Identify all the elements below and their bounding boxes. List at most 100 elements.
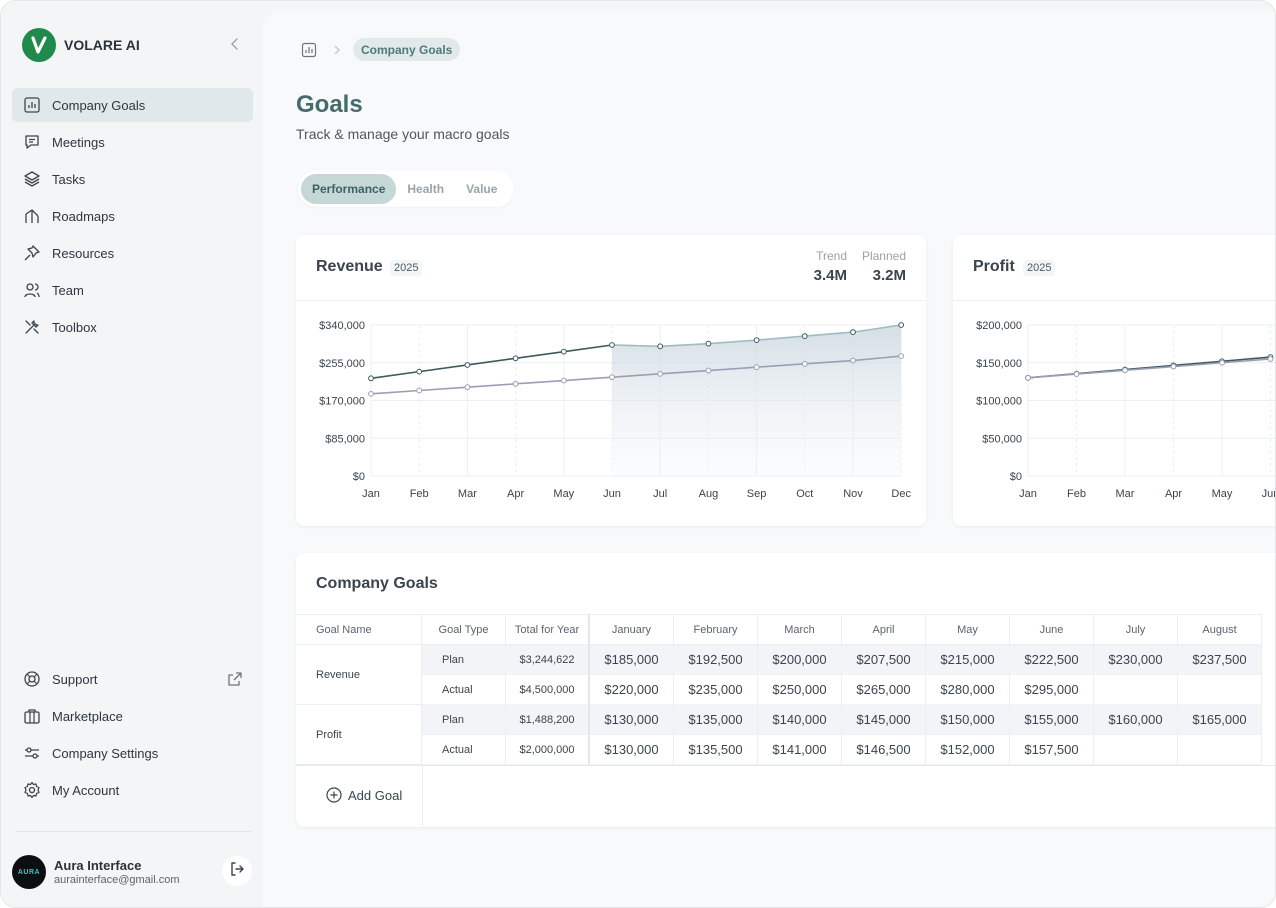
collapse-sidebar-icon[interactable] bbox=[227, 36, 243, 52]
data-point[interactable] bbox=[464, 362, 471, 368]
data-point[interactable] bbox=[898, 322, 905, 328]
month-value-cell: $135,000 bbox=[674, 705, 758, 735]
company-goals-table: Company Goals Goal Name Goal Type Total fo… bbox=[296, 553, 1275, 827]
x-tick-label: Jan bbox=[1019, 488, 1037, 500]
month-value-cell: $185,000 bbox=[590, 645, 674, 675]
data-point[interactable] bbox=[1025, 374, 1031, 381]
data-point[interactable] bbox=[657, 343, 664, 350]
profit-card: Profit 2025 $0 $50,000 $100,000 $150,000 $20… bbox=[953, 235, 1275, 526]
y-tick-label: $85,000 bbox=[325, 433, 365, 445]
brand-name: VOLARE AI bbox=[64, 37, 140, 53]
sidebar-item-label: Resources bbox=[52, 245, 115, 261]
external-link-icon[interactable] bbox=[227, 671, 243, 690]
breadcrumb-current[interactable]: Company Goals bbox=[353, 38, 461, 61]
tab-performance[interactable]: Performance bbox=[301, 174, 397, 204]
sidebar-item-resources[interactable]: Resources bbox=[12, 236, 253, 270]
sidebar-item-company-settings[interactable]: Company Settings bbox=[12, 736, 253, 770]
data-point[interactable] bbox=[1073, 371, 1080, 377]
y-tick-label: $0 bbox=[353, 471, 365, 483]
data-point[interactable] bbox=[1267, 356, 1274, 362]
column-header: March bbox=[758, 614, 842, 645]
sidebar-item-roadmaps[interactable]: Roadmaps bbox=[12, 199, 253, 233]
roadmap-icon bbox=[22, 206, 42, 226]
trend-value: 3.4M bbox=[813, 267, 847, 284]
data-point[interactable] bbox=[368, 390, 374, 397]
user-profile[interactable]: AURA Aura Interface aurainterface@gmail.… bbox=[12, 855, 180, 889]
main-content: Company Goals Goals Track & manage your … bbox=[263, 11, 1275, 907]
month-value-cell: $237,500 bbox=[1178, 645, 1262, 675]
y-tick-label: $200,000 bbox=[976, 320, 1022, 332]
month-value-cell bbox=[1178, 735, 1262, 765]
goal-type-cell: Plan bbox=[422, 645, 506, 675]
data-point[interactable] bbox=[560, 377, 567, 384]
page-title: Goals bbox=[296, 91, 363, 118]
x-tick-label: Aug bbox=[699, 488, 719, 500]
data-point[interactable] bbox=[416, 368, 423, 375]
profit-title: Profit bbox=[973, 258, 1015, 275]
breadcrumb-home-icon[interactable] bbox=[301, 42, 317, 58]
support-icon bbox=[22, 669, 42, 689]
sidebar-item-company-goals[interactable]: Company Goals bbox=[12, 88, 253, 122]
data-point[interactable] bbox=[560, 348, 567, 355]
sidebar: VOLARE AI Company Goals Meetings Tasks R… bbox=[1, 1, 263, 907]
sidebar-item-label: Company Goals bbox=[52, 97, 146, 113]
goal-type-cell: Actual bbox=[422, 735, 506, 765]
column-header: May bbox=[926, 614, 1010, 645]
team-icon bbox=[22, 280, 42, 300]
tab-value[interactable]: Value bbox=[466, 182, 498, 196]
data-point[interactable] bbox=[609, 342, 615, 348]
sidebar-item-label: Toolbox bbox=[52, 319, 97, 335]
briefcase-icon bbox=[22, 706, 42, 726]
sidebar-item-support[interactable]: Support bbox=[12, 662, 253, 696]
month-value-cell: $152,000 bbox=[926, 735, 1010, 765]
data-point[interactable] bbox=[609, 374, 615, 381]
column-header: Goal Name bbox=[296, 614, 422, 645]
data-point[interactable] bbox=[850, 329, 856, 336]
month-value-cell: $192,500 bbox=[674, 645, 758, 675]
data-point[interactable] bbox=[657, 370, 664, 377]
add-goal-button[interactable]: Add Goal bbox=[326, 787, 402, 803]
sidebar-item-tasks[interactable]: Tasks bbox=[12, 162, 253, 196]
tab-health[interactable]: Health bbox=[407, 182, 445, 196]
sidebar-item-marketplace[interactable]: Marketplace bbox=[12, 699, 253, 733]
data-point[interactable] bbox=[753, 337, 760, 343]
month-value-cell: $200,000 bbox=[758, 645, 842, 675]
planned-value: 3.2M bbox=[872, 267, 906, 284]
data-point[interactable] bbox=[1219, 359, 1225, 366]
data-point[interactable] bbox=[850, 357, 856, 364]
sidebar-item-team[interactable]: Team bbox=[12, 273, 253, 307]
data-point[interactable] bbox=[1122, 367, 1128, 374]
sidebar-item-my-account[interactable]: My Account bbox=[12, 773, 253, 807]
column-header: Goal Type bbox=[422, 614, 506, 645]
sidebar-item-meetings[interactable]: Meetings bbox=[12, 125, 253, 159]
data-point[interactable] bbox=[705, 340, 712, 347]
data-point[interactable] bbox=[416, 387, 423, 394]
y-tick-label: $0 bbox=[1010, 471, 1022, 483]
month-value-cell: $150,000 bbox=[926, 705, 1010, 735]
pin-icon bbox=[22, 243, 42, 263]
data-point[interactable] bbox=[898, 353, 905, 359]
sidebar-item-label: Tasks bbox=[52, 171, 86, 187]
y-tick-label: $255,000 bbox=[319, 358, 365, 370]
data-point[interactable] bbox=[1170, 363, 1177, 370]
data-point[interactable] bbox=[512, 355, 519, 362]
x-tick-label: Jun bbox=[603, 488, 621, 500]
sidebar-item-label: Team bbox=[52, 282, 84, 298]
sidebar-bottom-nav: Support Marketplace Company Settings My … bbox=[12, 662, 253, 810]
data-point[interactable] bbox=[705, 367, 712, 374]
data-point[interactable] bbox=[801, 360, 808, 367]
month-value-cell: $215,000 bbox=[926, 645, 1010, 675]
month-value-cell: $235,000 bbox=[674, 675, 758, 705]
logout-button[interactable] bbox=[222, 856, 252, 886]
data-point[interactable] bbox=[753, 364, 760, 371]
data-point[interactable] bbox=[512, 380, 519, 387]
data-point[interactable] bbox=[801, 333, 808, 340]
data-point[interactable] bbox=[368, 375, 374, 382]
brand[interactable]: VOLARE AI bbox=[22, 28, 140, 62]
sidebar-item-toolbox[interactable]: Toolbox bbox=[12, 310, 253, 344]
month-value-cell: $220,000 bbox=[590, 675, 674, 705]
add-goal-label: Add Goal bbox=[348, 787, 403, 803]
data-point[interactable] bbox=[464, 384, 471, 391]
add-goal-divider bbox=[422, 766, 423, 826]
month-value-cell: $145,000 bbox=[842, 705, 926, 735]
